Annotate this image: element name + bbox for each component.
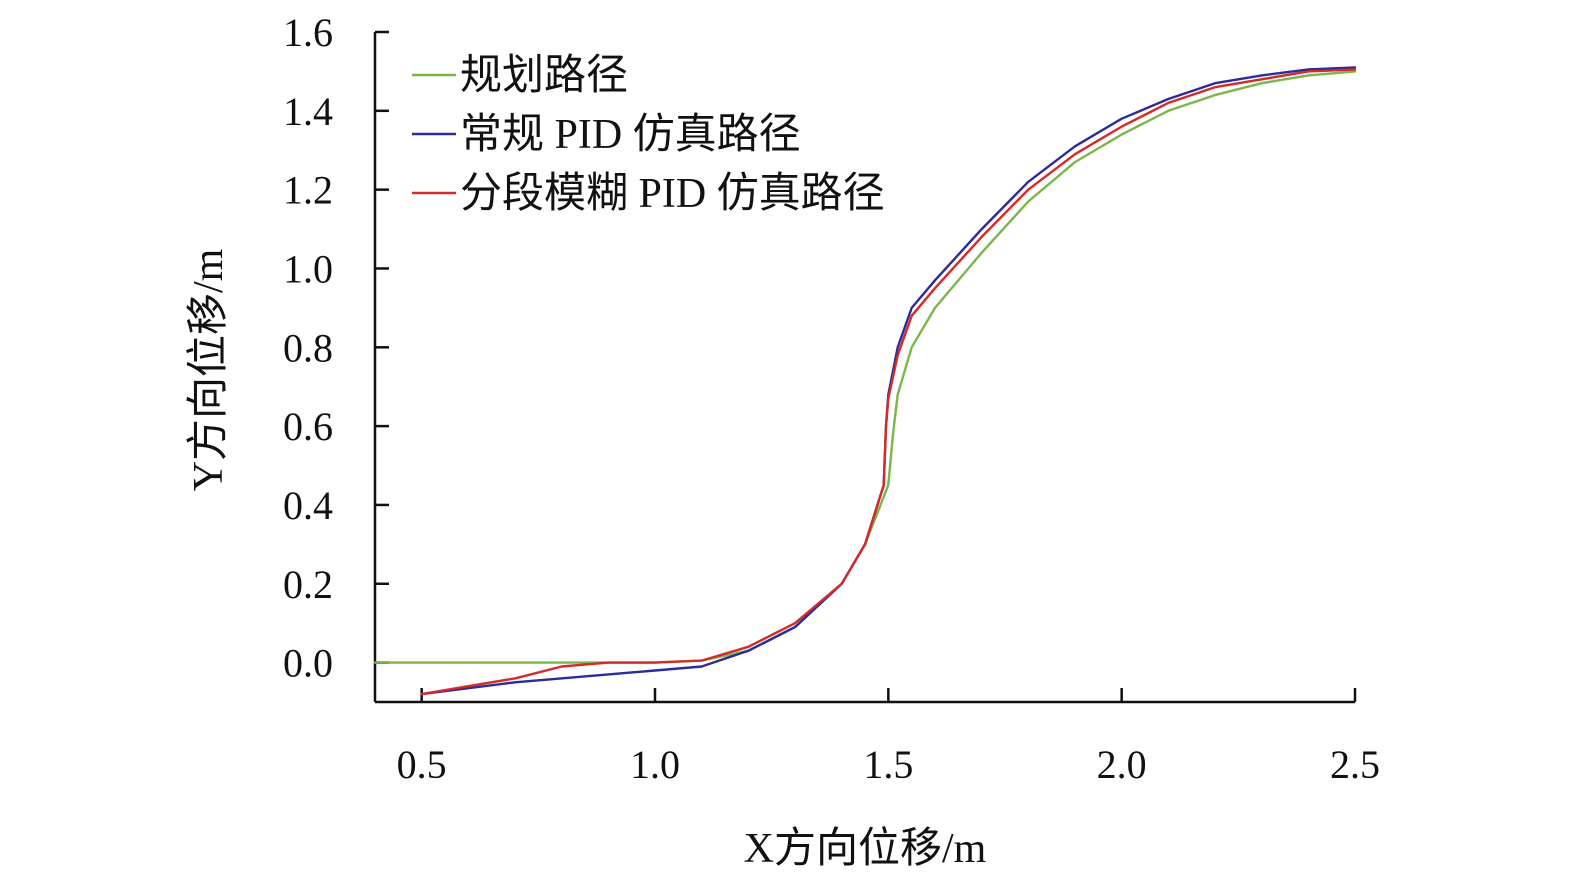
y-tick-label: 0.8 [283,325,333,370]
legend-label-3: 分段模糊 PID 仿真路径 [460,171,885,217]
series-line-2 [420,66,1357,696]
series-group [373,66,1357,696]
series-line-3 [420,68,1357,696]
y-tick-label: 0.2 [283,562,333,607]
y-tick-label: 1.0 [283,246,333,291]
axes: 0.0 0.2 0.4 0.6 0.8 1.0 1.2 1.4 1.6 0.5 1.0 1.5 2.0 2… [283,10,1380,787]
y-tick-label: 1.2 [283,168,333,213]
series-line-1 [373,70,1357,664]
x-axis-title: X方向位移/m [744,825,987,872]
y-tick-label: 0.0 [283,641,333,686]
y-tick-label: 0.6 [283,404,333,449]
x-tick-label: 2.0 [1097,742,1147,787]
y-tick-label: 1.6 [283,10,333,55]
legend-label-2: 常规 PID 仿真路径 [460,112,801,158]
y-tick-label: 1.4 [283,89,333,134]
x-tick-label: 1.5 [863,742,913,787]
y-tick-label: 0.4 [283,483,333,528]
x-tick-label: 0.5 [397,742,447,787]
legend-label-1: 规划路径 [460,53,628,99]
x-tick-label: 2.5 [1330,742,1380,787]
x-tick-label: 1.0 [630,742,680,787]
y-axis-title: Y方向位移/m [185,248,232,491]
